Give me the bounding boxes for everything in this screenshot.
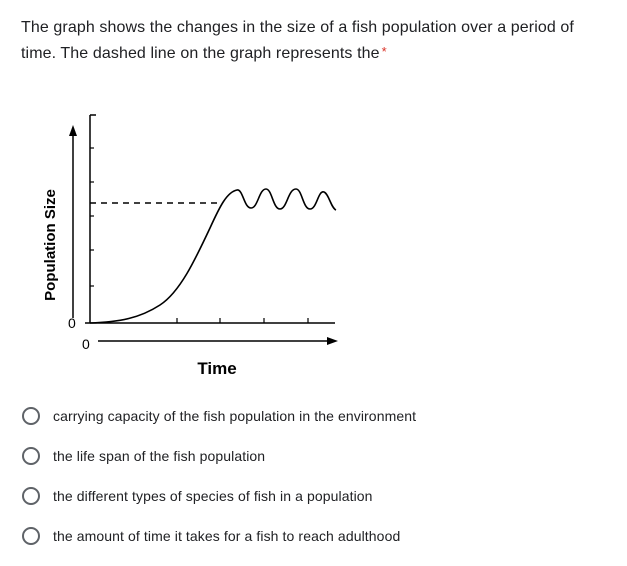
y-origin-label: 0 xyxy=(68,315,76,331)
question-title: The graph shows the changes in the size … xyxy=(21,16,611,66)
option-label: the life span of the fish population xyxy=(53,448,266,464)
y-axis-label: Population Size xyxy=(42,189,59,301)
option-time-to-adulthood[interactable]: the amount of time it takes for a fish t… xyxy=(22,516,582,556)
radio-button[interactable] xyxy=(22,487,40,505)
population-graph: Population Size 0 0 Time xyxy=(42,114,338,378)
y-axis-arrowhead xyxy=(69,125,77,136)
population-curve xyxy=(89,188,337,324)
option-carrying-capacity[interactable]: carrying capacity of the fish population… xyxy=(22,396,582,436)
y-axis-ticks xyxy=(90,147,94,287)
option-label: the different types of species of fish i… xyxy=(53,488,373,504)
population-graph-figure: Population Size 0 0 Time xyxy=(30,100,360,390)
required-marker: * xyxy=(381,44,387,59)
option-life-span[interactable]: the life span of the fish population xyxy=(22,436,582,476)
radio-button[interactable] xyxy=(22,407,40,425)
question-text: The graph shows the changes in the size … xyxy=(21,19,574,62)
x-axis-arrowhead xyxy=(327,337,338,345)
x-axis-ticks xyxy=(176,318,309,323)
answer-options: carrying capacity of the fish population… xyxy=(22,396,582,556)
radio-button[interactable] xyxy=(22,447,40,465)
x-origin-label: 0 xyxy=(82,336,90,352)
x-axis-label: Time xyxy=(197,359,236,378)
radio-button[interactable] xyxy=(22,527,40,545)
option-species-types[interactable]: the different types of species of fish i… xyxy=(22,476,582,516)
option-label: carrying capacity of the fish population… xyxy=(53,408,417,424)
option-label: the amount of time it takes for a fish t… xyxy=(53,528,401,544)
